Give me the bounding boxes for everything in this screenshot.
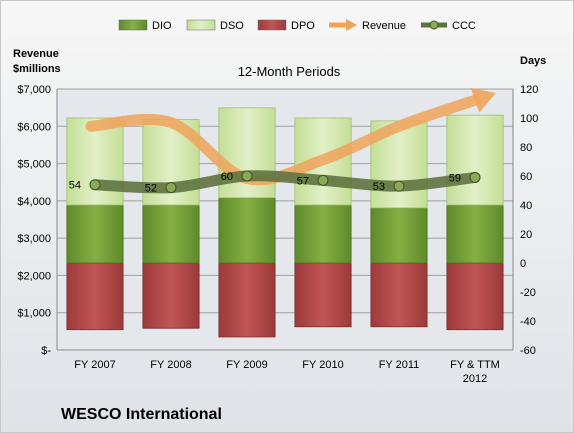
right-tick-label: 0: [520, 258, 526, 270]
left-tick-label: $3,000: [17, 233, 51, 245]
right-tick-label: 20: [520, 229, 532, 241]
ccc-data-label: 54: [69, 180, 81, 192]
bar-dpo: [66, 262, 124, 331]
x-tick-label: FY 2011: [379, 359, 420, 371]
left-tick-label: $-: [41, 345, 51, 357]
plot-area: [57, 89, 513, 350]
bar-dio: [142, 204, 200, 264]
ccc-point: [241, 170, 253, 182]
left-tick-label: $6,000: [17, 121, 51, 133]
ccc-point: [165, 182, 177, 194]
right-tick-label: 40: [520, 200, 532, 212]
x-tick-label: FY 2010: [302, 359, 343, 371]
x-tick-label: FY & TTM: [450, 359, 500, 371]
left-tick-label: $1,000: [17, 308, 51, 320]
bar-dpo: [446, 262, 504, 331]
y-left-axis-title: $millions: [13, 63, 61, 75]
bar-dpo: [142, 262, 200, 329]
left-tick-label: $4,000: [17, 196, 51, 208]
bar-dso: [446, 114, 504, 206]
right-tick-label: -60: [520, 345, 536, 357]
legend-swatch-dso: [186, 19, 216, 31]
right-tick-label: 60: [520, 171, 532, 183]
bar-dio: [218, 197, 276, 264]
x-tick-label: 2012: [463, 373, 487, 385]
bar-dio: [66, 204, 124, 264]
bar-dpo: [294, 262, 352, 328]
revenue-arrowhead: [470, 87, 496, 113]
bar-dio: [446, 204, 504, 264]
left-tick-label: $5,000: [17, 159, 51, 171]
company-name: WESCO International: [61, 406, 222, 423]
y-left-axis-title: Revenue: [13, 48, 59, 60]
left-tick-label: $7,000: [17, 84, 51, 96]
legend-label-ccc: CCC: [452, 20, 476, 32]
legend-label-dio: DIO: [152, 20, 172, 32]
right-tick-label: -40: [520, 316, 536, 328]
ccc-data-label: 60: [221, 171, 233, 183]
ccc-data-label: 57: [297, 175, 309, 187]
ccc-point: [317, 174, 329, 186]
y-right-axis-title: Days: [520, 55, 546, 67]
right-tick-label: 80: [520, 142, 532, 154]
ccc-point: [89, 179, 101, 191]
legend-label-dpo: DPO: [291, 20, 315, 32]
bar-dpo: [370, 262, 428, 328]
ccc-point: [393, 180, 405, 192]
chart-subtitle: 12-Month Periods: [238, 64, 341, 79]
x-tick-label: FY 2009: [226, 359, 267, 371]
ccc-data-label: 53: [373, 181, 385, 193]
x-tick-label: FY 2008: [150, 359, 191, 371]
ccc-line: [89, 170, 481, 194]
legend-swatch-dio: [118, 19, 148, 31]
legend-swatch-dpo: [257, 19, 287, 31]
right-tick-label: 100: [520, 113, 538, 125]
bar-dio: [370, 207, 428, 264]
legend-arrowhead-revenue: [346, 19, 357, 31]
bar-dio: [294, 204, 352, 264]
x-tick-label: FY 2007: [74, 359, 115, 371]
ccc-data-label: 59: [449, 172, 461, 184]
legend-label-dso: DSO: [220, 20, 244, 32]
bar-dpo: [218, 262, 276, 338]
legend-marker-ccc: [429, 20, 439, 30]
ccc-point: [469, 171, 481, 183]
right-tick-label: -20: [520, 287, 536, 299]
ccc-data-label: 52: [145, 183, 157, 195]
legend-label-revenue: Revenue: [362, 20, 406, 32]
left-tick-label: $2,000: [17, 270, 51, 282]
right-tick-label: 120: [520, 84, 538, 96]
